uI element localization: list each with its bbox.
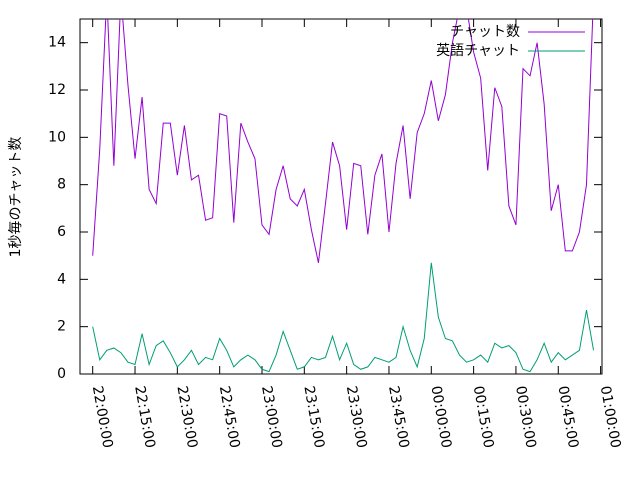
legend-label: チャット数 [450, 24, 520, 40]
y-tick-label: 2 [57, 319, 66, 335]
y-tick-label: 0 [57, 366, 66, 382]
x-tick-label: 22:15:00 [131, 385, 158, 450]
plot-border [79, 18, 603, 375]
x-tick-label: 22:45:00 [216, 385, 243, 450]
x-tick-label: 22:00:00 [89, 385, 116, 450]
series-line [92, 19, 594, 263]
y-tick-label: 14 [48, 35, 66, 51]
legend-label: 英語チャット [436, 42, 520, 59]
x-tick-label: 22:30:00 [173, 385, 200, 450]
y-tick-label: 6 [57, 224, 66, 240]
y-tick-label: 8 [57, 177, 66, 193]
y-tick-label: 4 [57, 271, 66, 287]
x-tick-label: 00:15:00 [470, 385, 497, 450]
series-line [92, 262, 595, 373]
x-tick-label: 23:00:00 [258, 385, 285, 450]
x-tick-label: 23:45:00 [385, 385, 412, 450]
x-tick-label: 01:00:00 [597, 385, 624, 450]
x-tick-label: 00:00:00 [427, 385, 454, 450]
x-tick-label: 00:30:00 [512, 385, 539, 450]
x-tick-label: 00:45:00 [554, 385, 581, 450]
y-tick-label: 10 [48, 129, 66, 145]
y-tick-label: 12 [48, 82, 66, 98]
y-axis-label: 1秒毎のチャット数 [8, 137, 24, 258]
plot-area [92, 19, 595, 373]
x-tick-label: 23:30:00 [343, 385, 370, 450]
x-tick-label: 23:15:00 [300, 385, 327, 450]
